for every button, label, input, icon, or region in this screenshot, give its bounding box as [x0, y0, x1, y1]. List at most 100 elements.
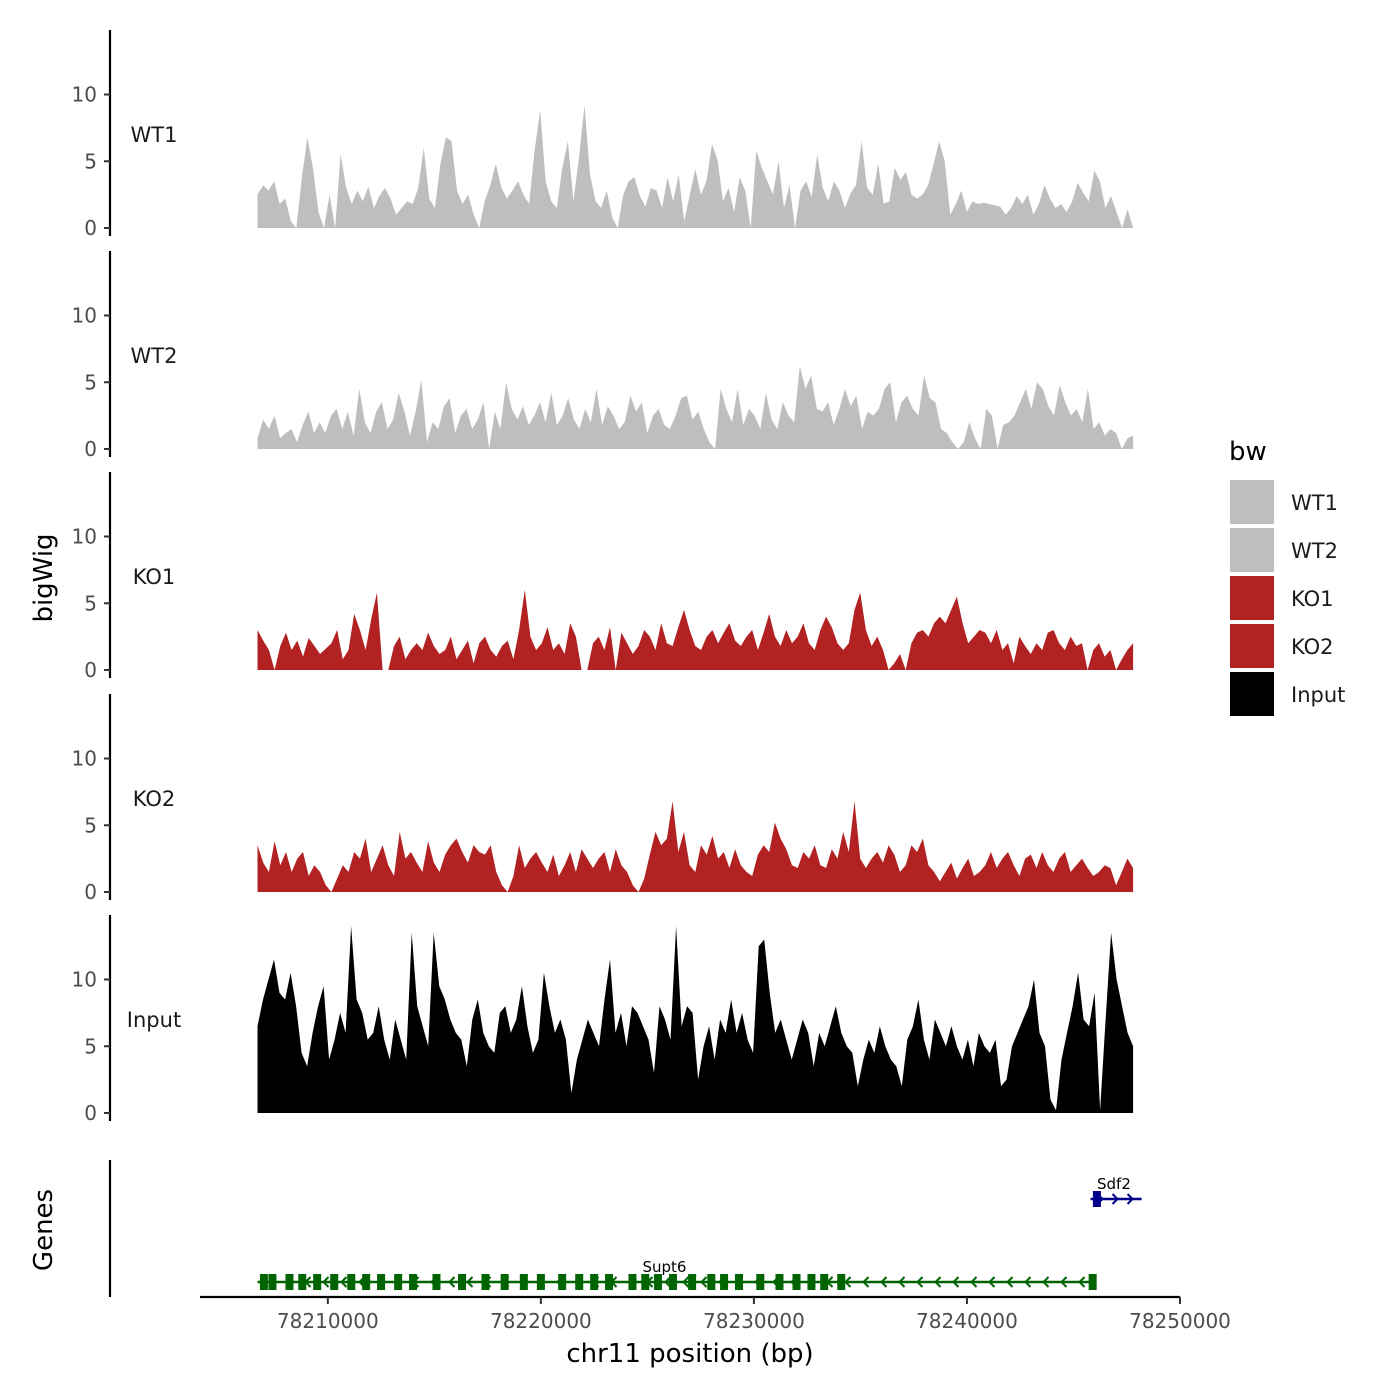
strand-arrow: [322, 1276, 330, 1288]
track-wt2: 0 5 10 WT2: [72, 251, 1134, 461]
exon-block: [394, 1274, 403, 1290]
y-tick-label: 0: [84, 880, 97, 904]
exon-block: [558, 1274, 567, 1290]
legend-label: KO1: [1291, 587, 1334, 611]
exon-block: [605, 1274, 614, 1290]
exon-block: [519, 1274, 528, 1290]
legend-swatch: [1230, 672, 1274, 716]
exon-block: [362, 1274, 371, 1290]
genes-axis-title: Genes: [29, 1189, 59, 1271]
exon-block: [259, 1274, 268, 1290]
y-tick-label: 10: [72, 83, 97, 107]
exon-block: [837, 1274, 846, 1290]
strand-arrow: [970, 1276, 978, 1288]
signal-tracks: 0 5 10 WT1 0 5 10 WT2 0 5 10 KO1 0 5 10 KO2 0 5 10 Input: [72, 30, 1134, 1125]
strand-arrow: [664, 1276, 672, 1288]
exon-block: [668, 1274, 677, 1290]
exon-block: [775, 1274, 784, 1290]
legend-swatch: [1230, 528, 1274, 572]
exon-block: [688, 1274, 697, 1290]
legend-entry-ko1: KO1: [1230, 576, 1334, 620]
exon-block: [756, 1274, 765, 1290]
exon-block: [285, 1274, 294, 1290]
exon-block: [347, 1274, 356, 1290]
exon-block: [820, 1274, 829, 1290]
exon-block: [1092, 1191, 1101, 1207]
gene-supt6: Supt6: [257, 1258, 1097, 1290]
strand-arrow: [1111, 1193, 1119, 1205]
exon-block: [330, 1274, 339, 1290]
track-label-wt2: WT2: [131, 344, 178, 368]
exon-block: [268, 1274, 277, 1290]
strand-arrow: [1126, 1193, 1134, 1205]
y-tick-label: 0: [84, 216, 97, 240]
exon-block: [735, 1274, 743, 1290]
y-tick-label: 10: [72, 304, 97, 328]
x-tick-label: 78240000: [916, 1309, 1018, 1333]
legend-label: WT1: [1291, 491, 1338, 515]
exon-block: [590, 1274, 599, 1290]
exon-block: [481, 1274, 490, 1290]
strand-arrow: [682, 1276, 690, 1288]
strand-arrow: [844, 1276, 852, 1288]
y-tick-label: 0: [84, 437, 97, 461]
exon-block: [641, 1274, 650, 1290]
x-tick-label: 78250000: [1129, 1309, 1231, 1333]
signal-area-wt1: [257, 105, 1134, 228]
legend-label: WT2: [1291, 539, 1338, 563]
exon-block: [575, 1274, 584, 1290]
y-tick-label: 10: [72, 747, 97, 771]
exon-block: [377, 1274, 386, 1290]
exon-block: [807, 1274, 816, 1290]
exon-block: [792, 1274, 801, 1290]
strand-arrow: [448, 1276, 456, 1288]
exon-block: [720, 1274, 729, 1290]
legend-entry-ko2: KO2: [1230, 624, 1334, 668]
y-tick-label: 5: [84, 813, 97, 837]
track-label-ko1: KO1: [133, 565, 176, 589]
exon-block: [500, 1274, 509, 1290]
y-tick-label: 5: [84, 591, 97, 615]
y-axis-title: bigWig: [29, 533, 59, 622]
legend-swatch: [1230, 576, 1274, 620]
exon-block: [536, 1274, 545, 1290]
y-tick-label: 10: [72, 525, 97, 549]
strand-arrow: [1006, 1276, 1014, 1288]
legend-label: Input: [1291, 683, 1345, 707]
y-tick-label: 10: [72, 968, 97, 992]
track-wt1: 0 5 10 WT1: [72, 30, 1134, 240]
strand-arrow: [1060, 1276, 1068, 1288]
x-axis: 78210000 78220000 78230000 78240000 78250000: [200, 1295, 1231, 1333]
x-axis-title: chr11 position (bp): [566, 1339, 813, 1369]
y-tick-label: 5: [84, 370, 97, 394]
strand-arrow: [700, 1276, 708, 1288]
legend-swatch: [1230, 624, 1274, 668]
track-label-input: Input: [127, 1008, 181, 1032]
track-input: 0 5 10 Input: [72, 915, 1134, 1125]
legend-entry-input: Input: [1230, 672, 1345, 716]
legend-entry-wt1: WT1: [1230, 480, 1338, 524]
strand-arrow: [862, 1276, 870, 1288]
strand-arrow: [340, 1276, 348, 1288]
strand-arrow: [880, 1276, 888, 1288]
legend: bw WT1 WT2 KO1 KO2 Input: [1229, 437, 1345, 716]
exon-block: [432, 1274, 441, 1290]
strand-arrow: [1024, 1276, 1032, 1288]
exon-block: [654, 1274, 663, 1290]
x-tick-label: 78210000: [277, 1309, 379, 1333]
track-label-ko2: KO2: [133, 787, 176, 811]
gene-label-supt6: Supt6: [642, 1258, 686, 1276]
y-tick-label: 5: [84, 1034, 97, 1058]
gene-sdf2: Sdf2: [1090, 1175, 1142, 1207]
track-ko2: 0 5 10 KO2: [72, 694, 1134, 904]
y-tick-label: 0: [84, 658, 97, 682]
gene-label-sdf2: Sdf2: [1097, 1175, 1131, 1193]
strand-arrow: [466, 1276, 474, 1288]
x-tick-label: 78220000: [490, 1309, 592, 1333]
exon-block: [298, 1274, 307, 1290]
gene-panel: Supt6 Sdf2: [108, 1160, 1142, 1297]
exon-block: [1088, 1274, 1097, 1290]
x-tick-label: 78230000: [703, 1309, 805, 1333]
strand-arrow: [952, 1276, 960, 1288]
